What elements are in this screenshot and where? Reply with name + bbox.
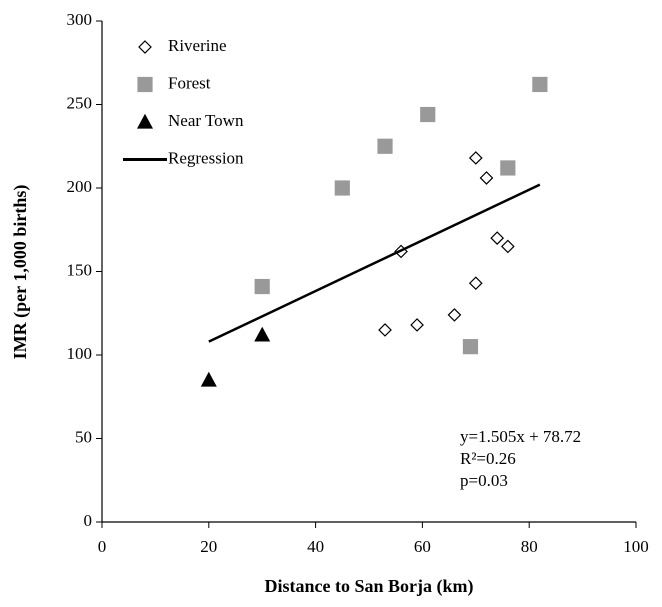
point [200, 371, 217, 387]
annotation: R²=0.26 [460, 449, 516, 468]
x-tick-label: 80 [521, 537, 538, 556]
point [500, 160, 516, 176]
x-tick-label: 40 [307, 537, 324, 556]
y-tick-label: 100 [67, 344, 93, 363]
y-tick-label: 0 [84, 511, 93, 530]
point [532, 76, 548, 93]
point [254, 278, 270, 295]
y-tick-label: 300 [67, 10, 93, 29]
legend-label: Regression [168, 148, 244, 167]
point [334, 180, 350, 196]
point [462, 339, 479, 355]
point [378, 323, 392, 337]
point [420, 106, 436, 123]
point [377, 138, 393, 154]
regression-line [208, 183, 541, 343]
y-tick-label: 150 [67, 260, 93, 279]
x-tick-label: 20 [200, 537, 217, 556]
x-axis-title: Distance to San Borja (km) [265, 576, 474, 597]
y-tick-label: 250 [67, 93, 93, 112]
point [410, 318, 424, 332]
point [447, 308, 462, 322]
point [254, 326, 271, 342]
legend-marker [137, 76, 153, 93]
legend-label: Forest [168, 73, 211, 92]
y-axis-title: IMR (per 1,000 births) [10, 185, 31, 360]
x-tick-label: 0 [98, 537, 107, 556]
legend-label: Near Town [168, 111, 244, 130]
y-tick-label: 200 [67, 177, 93, 196]
legend-marker [138, 40, 152, 54]
point [468, 276, 483, 291]
x-tick-label: 100 [623, 537, 649, 556]
annotation: y=1.505x + 78.72 [460, 427, 581, 446]
point [468, 151, 483, 165]
annotation: p=0.03 [460, 471, 508, 490]
point [479, 171, 494, 185]
legend-label: Riverine [168, 36, 227, 55]
y-tick-label: 50 [75, 427, 92, 446]
point [490, 231, 505, 245]
legend-marker [136, 113, 154, 129]
point [500, 239, 515, 254]
x-tick-label: 60 [414, 537, 431, 556]
